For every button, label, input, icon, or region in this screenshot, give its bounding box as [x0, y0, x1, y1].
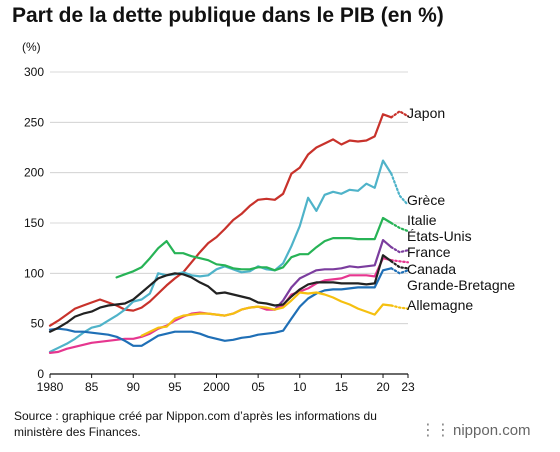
series-projection-canada — [390, 267, 410, 275]
series-line-japon — [48, 113, 393, 327]
y-axis-unit-label: (%) — [22, 40, 41, 54]
series-line-gr-ce — [48, 159, 393, 353]
legend-label: Grèce — [407, 192, 445, 208]
legend-label: Japon — [407, 105, 445, 121]
x-tick-label: 95 — [168, 380, 182, 394]
x-tick-label: 85 — [85, 380, 99, 394]
series-projection-france — [390, 259, 410, 264]
legend-label: Allemagne — [407, 297, 473, 313]
legend-label: Grande-Bretagne — [407, 277, 515, 293]
x-tick-label: 1980 — [37, 380, 64, 394]
series-lines — [48, 109, 410, 354]
series-projection-italie — [390, 221, 410, 233]
line-chart: 0 50 100 150 200 250 300 1980 85 90 95 2000 05 10 15 20… — [24, 65, 515, 394]
y-tick-label: 0 — [37, 367, 44, 381]
nippon-logo-icon: ⋮⋮ — [420, 422, 451, 439]
series-projection-gr-ce — [390, 172, 410, 206]
y-tick-label: 50 — [31, 317, 45, 331]
x-tick-label: 90 — [127, 380, 141, 394]
x-tick-label: 15 — [335, 380, 349, 394]
series-line-canada — [48, 267, 393, 347]
series-line-italie — [115, 216, 393, 279]
y-tick-label: 300 — [24, 65, 44, 79]
chart-title: Part de la dette publique dans le PIB (e… — [12, 4, 444, 27]
x-tick-label: 2000 — [203, 380, 230, 394]
legend-label: États-Unis — [407, 228, 472, 244]
series-projection-grande-bretagne — [390, 260, 410, 270]
series-line-grande-bretagne — [48, 254, 393, 333]
x-tick-label: 10 — [293, 380, 307, 394]
x-tick-label: 20 — [376, 380, 390, 394]
series-projection--tats-unis — [390, 246, 410, 254]
grid-lines — [50, 71, 408, 375]
brand-name: nippon.com — [453, 421, 531, 439]
y-tick-label: 200 — [24, 166, 44, 180]
legend-labels: Japon Grèce ItalieÉtats-UnisFranceCanadaGr… — [407, 105, 515, 313]
legend-label: France — [407, 244, 451, 260]
series-projection-japon — [390, 109, 410, 119]
legend-label: Italie — [407, 212, 437, 228]
series-line-allemagne — [140, 291, 393, 337]
legend-label: Canada — [407, 261, 456, 277]
y-tick-label: 150 — [24, 216, 44, 230]
y-tick-label: 100 — [24, 266, 44, 280]
axes: 0 50 100 150 200 250 300 1980 85 90 95 2000 05 10 15 20… — [24, 65, 415, 394]
y-tick-label: 250 — [24, 115, 44, 129]
x-tick-label: 05 — [251, 380, 265, 394]
source-note: Source : graphique créé par Nippon.com d… — [14, 409, 377, 439]
brand-logo[interactable]: ⋮⋮ nippon.com — [420, 420, 531, 440]
series-line--tats-unis — [273, 239, 393, 311]
series-projection-allemagne — [390, 304, 410, 310]
x-tick-label: 23 — [401, 380, 415, 394]
